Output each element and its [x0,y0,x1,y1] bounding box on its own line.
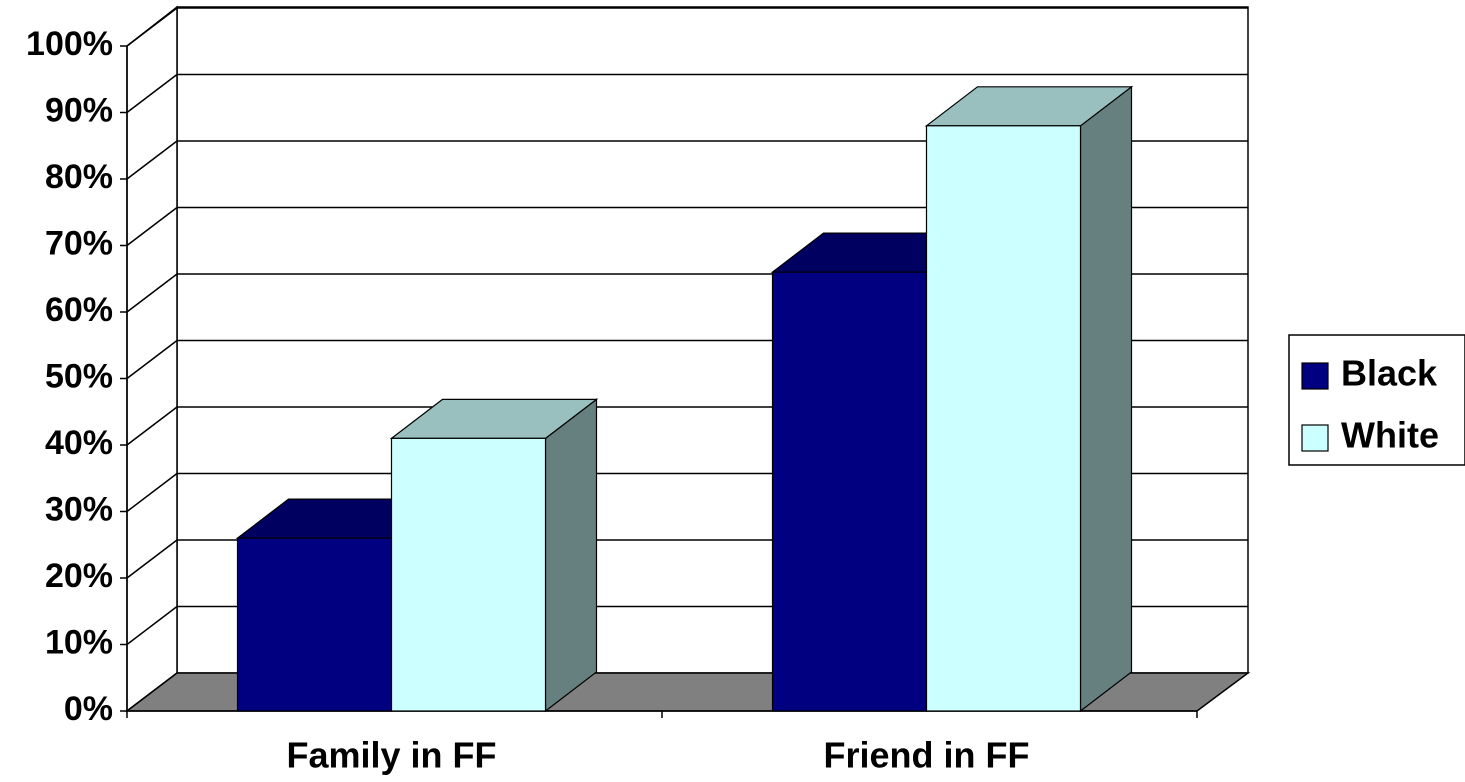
y-tick-label: 10% [45,623,113,661]
grid-line [126,140,178,180]
y-tick-label: 100% [26,25,113,63]
legend-swatch [1301,362,1329,390]
grid-line [126,605,178,646]
x-tick-label: Friend in FF [824,735,1030,776]
bar-side [1079,85,1133,713]
y-tick-label: 50% [45,357,113,395]
legend-label: Black [1341,353,1438,394]
grid-line [126,539,178,579]
bar [390,437,547,712]
x-tick-label: Family in FF [286,735,496,776]
y-tick-label: 60% [45,291,113,329]
y-tick-label: 40% [45,424,113,462]
grid-line [126,406,178,446]
y-tick-label: 30% [45,490,113,528]
bar [925,125,1082,712]
y-tick-label: 0% [64,690,113,728]
y-tick-label: 80% [45,158,113,196]
bar-side [544,398,598,713]
grid-line [126,339,178,380]
bar [236,537,393,712]
legend-swatch [1301,424,1329,452]
legend-label: White [1341,415,1439,456]
grid-line [126,7,178,47]
grid-line [126,206,178,247]
y-tick-label: 90% [45,91,113,129]
y-tick-label: 20% [45,557,113,595]
bar [771,271,928,712]
grid-line [126,273,178,313]
y-tick-label: 70% [45,224,113,262]
grid-line [126,73,178,114]
grid-line [126,472,178,513]
